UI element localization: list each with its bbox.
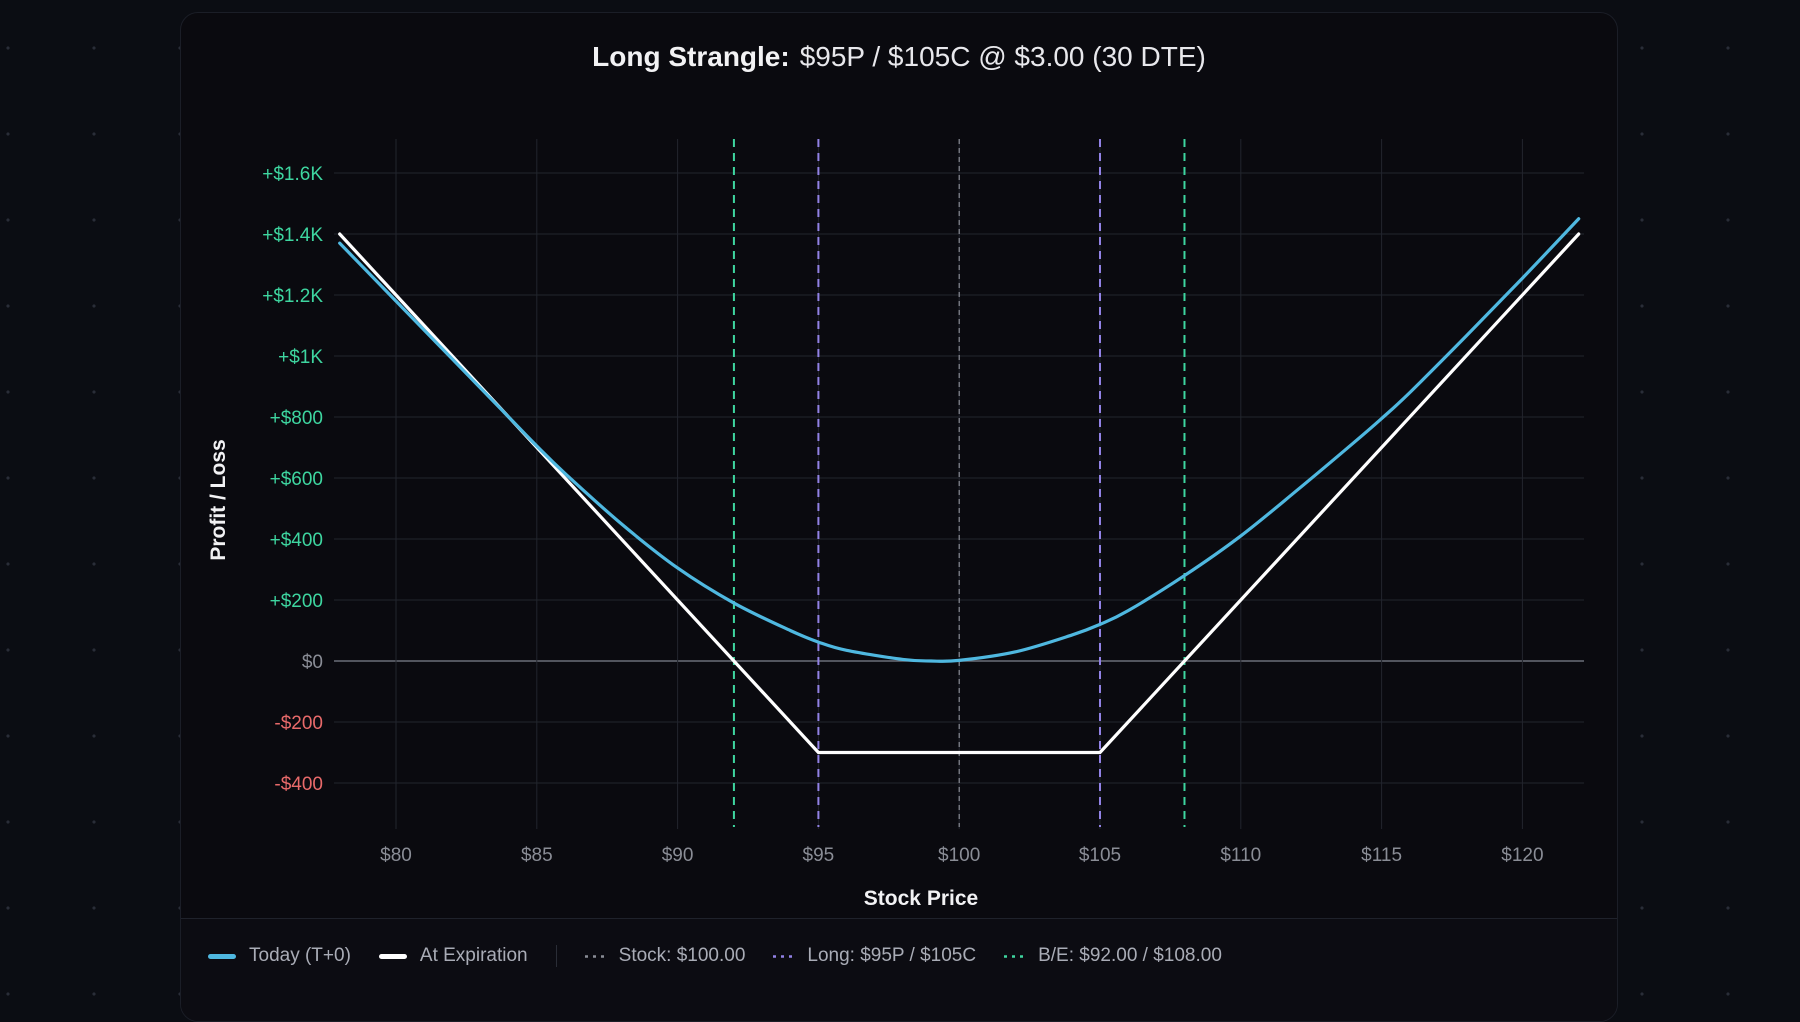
expiration-pnl-line [338,232,1581,755]
legend-divider [555,945,557,967]
y-tick-label: +$400 [270,530,323,551]
x-tick-label: $95 [803,845,835,866]
pnl-chart: +$1.6K +$1.4K +$1.2K +$1K +$800 +$600 +$400 +$2… [207,139,1584,910]
legend-item-expiration[interactable]: At Expiration [378,945,528,967]
chart-title-strategy: Long Strangle: [592,41,790,72]
y-tick-label: +$1K [278,347,323,368]
x-tick-label: $85 [521,845,553,866]
legend-item-stock[interactable]: Stock: $100.00 [584,945,746,967]
y-tick-label: -$200 [274,713,323,734]
today-pnl-curve [338,217,1581,663]
y-tick-label: +$1.2K [262,286,323,307]
y-tick-label: $0 [302,652,323,673]
y-tick-label: +$800 [270,408,323,429]
legend-item-strikes[interactable]: Long: $95P / $105C [773,945,976,967]
y-tick-label: +$1.4K [262,225,323,246]
legend-label-stock: Stock: $100.00 [618,945,746,966]
chart-card: Long Strangle: $95P / $105C @ $3.00 (30 D… [180,12,1618,1022]
chart-title: Long Strangle: $95P / $105C @ $3.00 (30 D… [181,41,1617,73]
x-tick-label: $120 [1501,845,1543,866]
y-tick-label: -$400 [274,774,323,795]
y-tick-label: +$600 [270,469,323,490]
x-tick-label: $105 [1079,845,1121,866]
legend-item-breakeven[interactable]: B/E: $92.00 / $108.00 [1004,945,1222,967]
legend-label-expiration: At Expiration [419,945,528,966]
strike-dashed-swatch-icon [773,954,796,958]
expiration-line-swatch-icon [378,953,407,959]
today-line-swatch-icon [208,953,236,959]
legend-label-strikes: Long: $95P / $105C [807,945,977,966]
chart-title-details: $95P / $105C @ $3.00 (30 DTE) [799,41,1206,72]
y-tick-label: +$200 [270,591,323,612]
legend-label-breakeven: B/E: $92.00 / $108.00 [1038,945,1222,966]
legend-label-today: Today (T+0) [249,945,351,966]
chart-legend: Today (T+0) At Expiration Stock: $100.00… [181,918,1617,1021]
x-axis-title: Stock Price [864,887,978,910]
x-tick-label: $90 [662,845,694,866]
stock-dashed-swatch-icon [584,954,607,958]
y-axis-title: Profit / Loss [207,439,230,560]
x-tick-label: $110 [1220,845,1261,866]
x-tick-label: $115 [1361,845,1402,866]
legend-item-today[interactable]: Today (T+0) [208,945,351,967]
x-tick-label: $100 [938,845,980,866]
breakeven-dashed-swatch-icon [1004,954,1027,958]
y-tick-label: +$1.6K [262,164,323,185]
x-tick-label: $80 [380,845,412,866]
